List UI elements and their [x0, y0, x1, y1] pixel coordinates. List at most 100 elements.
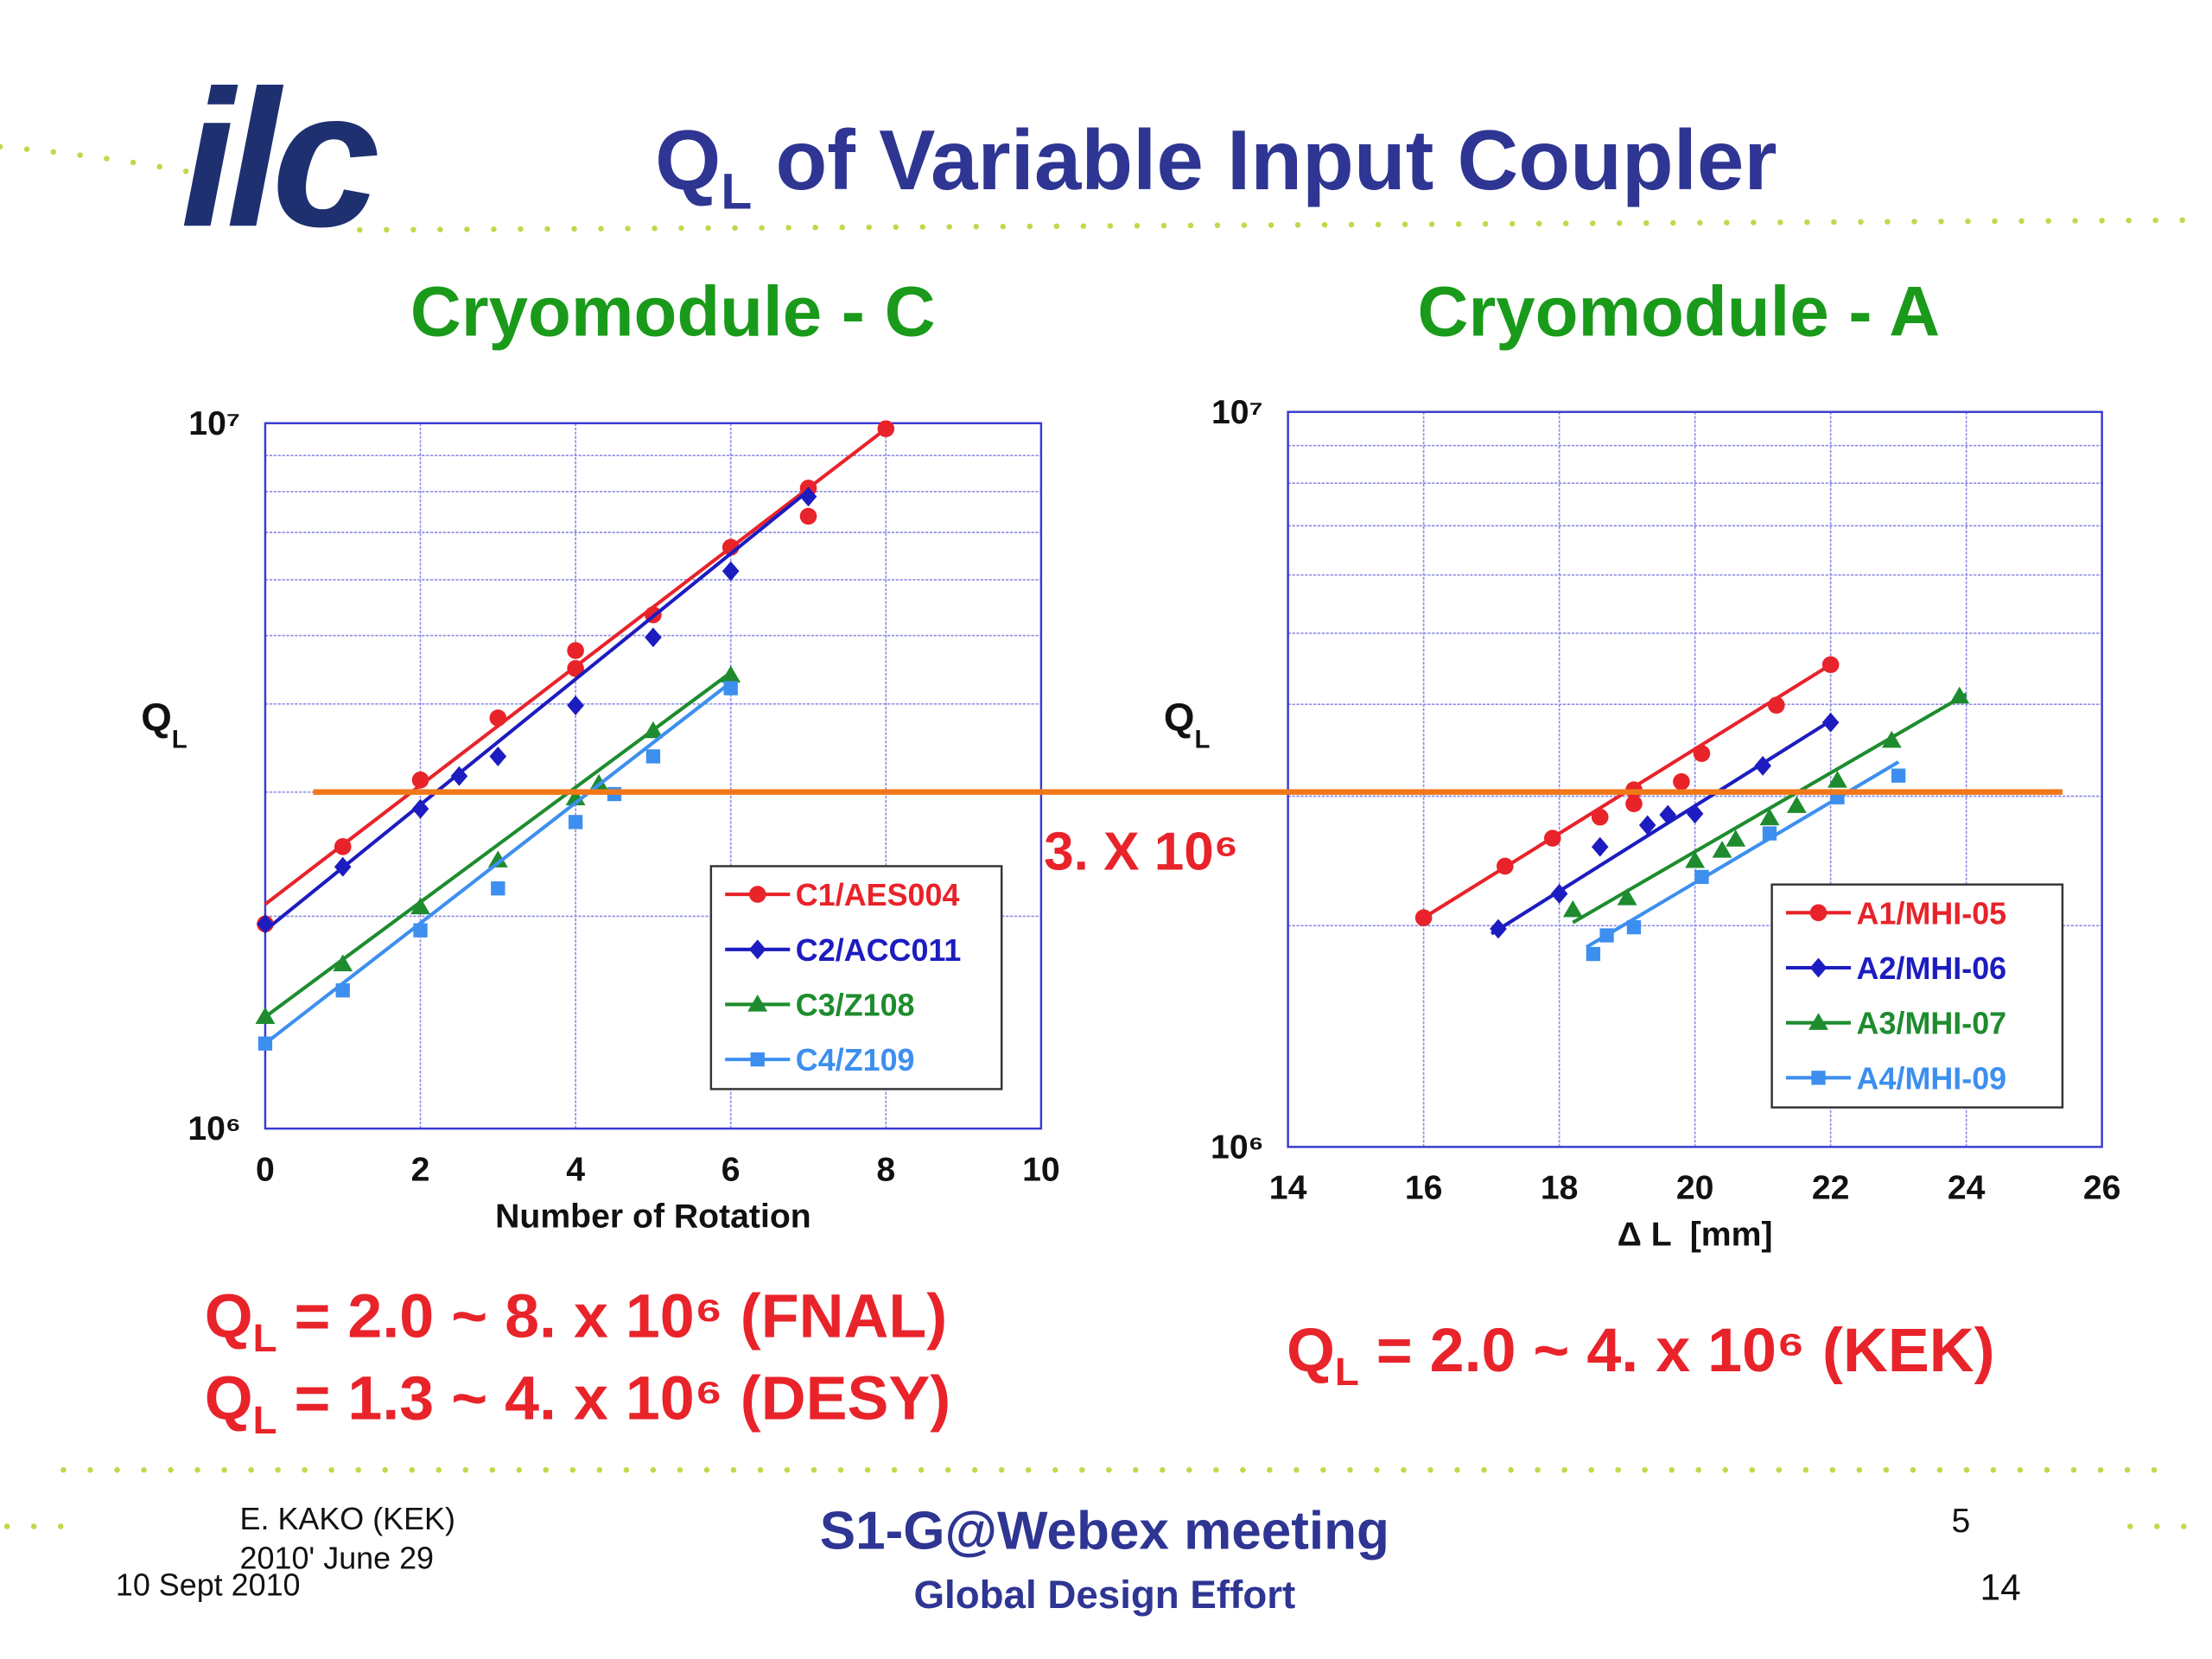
y-tick-label: 10⁶: [188, 1110, 241, 1147]
title-sub: L: [721, 164, 752, 220]
marker: [1686, 804, 1704, 824]
legend-label: C2/ACC011: [796, 932, 962, 968]
legend-label: A4/MHI-09: [1857, 1060, 2007, 1096]
x-axis-label: Δ L [mm]: [1618, 1217, 1773, 1254]
marker: [413, 923, 428, 938]
fit-line: [1491, 719, 1832, 936]
note-text: = 2.0 ~ 4. x 10⁶ (KEK): [1359, 1316, 1995, 1385]
fit-line: [1572, 692, 1967, 925]
marker: [1490, 918, 1507, 939]
x-tick-label: 16: [1405, 1170, 1443, 1207]
marker: [1638, 815, 1656, 836]
legend-label: C1/AES004: [796, 877, 960, 912]
note-q: Q: [205, 1282, 253, 1351]
marker: [1625, 795, 1643, 813]
y-tick-label: 10⁷: [1211, 394, 1263, 431]
marker: [1768, 696, 1785, 714]
marker: [721, 665, 741, 683]
marker: [645, 627, 662, 648]
x-tick-label: 22: [1812, 1170, 1850, 1207]
marker: [877, 420, 895, 438]
x-tick-label: 8: [876, 1152, 895, 1189]
footer-author: E. KAKO (KEK): [240, 1501, 455, 1536]
marker: [748, 886, 766, 903]
y-axis-label-main: Q: [141, 696, 172, 740]
x-tick-label: 20: [1676, 1170, 1714, 1207]
marker: [567, 642, 584, 659]
marker: [1827, 771, 1847, 788]
marker: [750, 1052, 765, 1067]
footer-org: Global Design Effort: [913, 1573, 1295, 1617]
marker: [491, 881, 505, 896]
marker: [568, 815, 583, 830]
marker: [1414, 909, 1433, 926]
marker: [411, 771, 429, 789]
slide-title: QL of Variable Input Coupler: [655, 112, 1777, 220]
note-sub: L: [1335, 1350, 1359, 1394]
marker: [643, 721, 664, 739]
marker: [1808, 1013, 1828, 1030]
x-tick-label: 26: [2083, 1170, 2121, 1207]
title-rest: of Variable Input Coupler: [752, 112, 1777, 207]
x-tick-label: 18: [1541, 1170, 1579, 1207]
legend-box: [1770, 883, 2064, 1109]
legend-label: A1/MHI-05: [1857, 895, 2007, 931]
chart-title: Cryomodule - C: [410, 273, 936, 352]
marker: [333, 954, 353, 972]
y-axis-label: QL: [1164, 696, 1211, 754]
marker: [1891, 768, 1906, 783]
marker: [723, 681, 738, 696]
marker: [1599, 928, 1614, 943]
marker: [257, 913, 274, 934]
marker: [799, 507, 817, 525]
chart: Cryomodule - A 14 16 18 20 22 24 26 10⁶ 10⁷ Δ L [m…: [1164, 273, 2121, 1254]
marker: [1694, 869, 1709, 885]
footer-page-original: 5: [1951, 1503, 1970, 1540]
note-sub: L: [253, 1398, 277, 1442]
note-q: Q: [1287, 1316, 1335, 1385]
marker: [567, 695, 584, 715]
title-q: Q: [655, 112, 721, 207]
legend-label: C3/Z108: [796, 988, 915, 1023]
marker: [1759, 808, 1780, 826]
logo: ilc: [181, 49, 378, 267]
marker: [489, 746, 507, 766]
marker: [1712, 841, 1732, 858]
marker: [747, 995, 768, 1012]
marker: [487, 850, 508, 868]
legend-label: C4/Z109: [796, 1042, 915, 1077]
marker: [1726, 830, 1746, 847]
note-text: = 2.0 ~ 8. x 10⁶ (FNAL): [277, 1282, 948, 1351]
marker: [334, 856, 352, 877]
note: QL = 2.0 ~ 4. x 10⁶ (KEK): [1287, 1316, 1995, 1394]
marker: [255, 1007, 276, 1025]
note-q: Q: [205, 1363, 253, 1433]
y-tick-label: 10⁶: [1211, 1128, 1264, 1166]
x-tick-label: 4: [566, 1152, 585, 1189]
chart-title: Cryomodule - A: [1418, 273, 1941, 352]
marker: [1881, 730, 1902, 748]
marker: [1659, 804, 1677, 825]
reference-label: 3. X 10⁶: [1044, 822, 1238, 881]
note-text: = 1.3 ~ 4. x 10⁶ (DESY): [277, 1363, 951, 1433]
marker: [1543, 830, 1561, 847]
marker: [799, 486, 817, 507]
marker: [1821, 656, 1840, 674]
marker: [257, 1036, 273, 1051]
marker: [567, 659, 584, 677]
marker: [1497, 857, 1514, 875]
marker: [1821, 712, 1840, 733]
y-axis-label-sub: L: [172, 725, 188, 753]
x-axis-label: Number of Rotation: [495, 1198, 811, 1235]
marker: [1591, 836, 1609, 857]
fit-line: [264, 681, 732, 1046]
marker: [1550, 883, 1568, 904]
footer-date: 10 Sept 2010: [116, 1567, 301, 1603]
marker: [748, 939, 766, 960]
y-axis-label-sub: L: [1195, 725, 1211, 753]
fit-line: [264, 489, 810, 932]
marker: [1617, 888, 1637, 906]
legend-label: A3/MHI-07: [1857, 1006, 2007, 1041]
note: QL = 2.0 ~ 8. x 10⁶ (FNAL): [205, 1282, 947, 1360]
